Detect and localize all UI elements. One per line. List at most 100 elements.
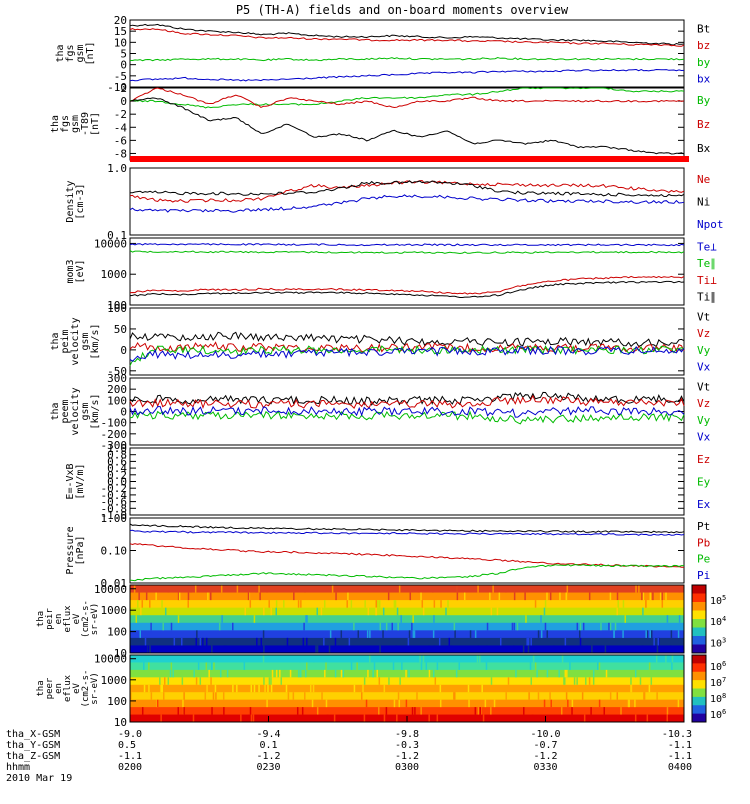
legend-entry: Vx: [697, 431, 711, 444]
spectrogram-streak: [393, 699, 396, 708]
spectrogram-streak: [170, 662, 173, 670]
spectrogram-streak: [428, 714, 430, 722]
spectrogram-streak: [405, 669, 407, 678]
spectrogram-streak: [529, 662, 532, 670]
y-axis-label-line: fgs: [60, 115, 71, 133]
y-tick-label: -0.2: [101, 482, 128, 495]
spectrogram-streak: [190, 585, 192, 593]
y-tick-label: 0: [120, 344, 127, 357]
spectrogram-streak: [515, 669, 517, 678]
spectrogram-streak: [665, 592, 667, 601]
spectrogram-streak: [271, 669, 274, 678]
spectrogram-streak: [565, 692, 568, 700]
spectrogram-streak: [385, 622, 388, 631]
y-tick-label: -10: [107, 81, 127, 94]
y-axis-label-line: -T89: [80, 112, 91, 136]
spectrogram-streak: [608, 622, 610, 631]
spectrogram-streak: [395, 645, 397, 653]
spectrogram-streak: [143, 662, 145, 670]
spectrogram-streak: [181, 677, 184, 685]
spectrogram-streak: [167, 585, 170, 593]
y-axis-label-line: [mV/m]: [75, 463, 86, 499]
spectrogram-band: [130, 707, 684, 716]
spectrogram-streak: [324, 669, 326, 678]
spectrogram-streak: [486, 622, 489, 631]
spectrogram-streak: [320, 607, 323, 616]
legend-entry: Te⊥: [697, 240, 717, 253]
spectrogram-streak: [433, 615, 435, 623]
spectrogram-band: [130, 637, 684, 646]
spectrogram-streak: [486, 645, 488, 653]
spectrogram-streak: [197, 662, 200, 670]
spectrogram-streak: [199, 677, 202, 685]
spectrogram-streak: [479, 707, 482, 715]
spectrogram-streak: [678, 615, 681, 623]
spectrogram-streak: [375, 600, 378, 608]
spectrogram-band: [130, 662, 684, 671]
y-axis-label-line: en: [54, 683, 64, 694]
colorbar-tick-label: 103: [710, 636, 726, 649]
spectrogram-streak: [669, 645, 672, 653]
spectrogram-streak: [253, 684, 256, 693]
spectrogram-streak: [448, 637, 451, 646]
colorbar-segment: [692, 688, 706, 698]
spectrogram-streak: [187, 592, 190, 601]
spectrogram-streak: [275, 669, 278, 678]
x-tick-label: 0400: [668, 762, 692, 773]
legend-entry: Te∥: [697, 257, 716, 270]
spectrogram-streak: [650, 677, 653, 685]
panel-2: 1.0 0.1 Density[cm-3] Ne Ni Npot: [65, 162, 724, 242]
spectrogram-streak: [537, 692, 540, 700]
spectrogram-streak: [194, 585, 197, 593]
spectrogram-streak: [316, 714, 318, 722]
spectrogram-streak: [378, 677, 381, 685]
spectrogram-streak: [266, 585, 268, 593]
spectrogram-streak: [285, 684, 288, 693]
spectrogram-streak: [173, 637, 176, 646]
legend-entry: Ez: [697, 453, 710, 466]
spectrogram-streak: [645, 600, 647, 608]
y-axis-label-line: [nPa]: [75, 535, 86, 565]
y-axis-label-line: eV: [72, 613, 82, 624]
spectrogram-streak: [363, 714, 366, 722]
spectrogram-streak: [617, 600, 619, 608]
spectrogram-streak: [613, 630, 615, 638]
spectrogram-streak: [260, 637, 263, 646]
spectrogram-streak: [405, 699, 408, 708]
legend-entry: Vx: [697, 361, 711, 374]
spectrogram-streak: [150, 692, 153, 700]
y-axis-label-line: Pressure: [65, 526, 76, 574]
spectrogram-streak: [531, 714, 534, 722]
colorbar-segment: [692, 696, 706, 706]
x-tick-label: 0330: [533, 762, 557, 773]
spectrogram-streak: [445, 607, 447, 616]
spectrogram-streak: [169, 669, 172, 678]
spectrogram-streak: [540, 615, 542, 623]
spectrogram-streak: [433, 669, 435, 678]
spectrogram-streak: [263, 677, 265, 685]
spectrogram-streak: [558, 669, 560, 678]
spectrogram-streak: [204, 692, 207, 700]
spectrogram-streak: [534, 662, 537, 670]
spectrogram-streak: [661, 585, 664, 593]
spectrogram-streak: [393, 600, 396, 608]
spectrogram-streak: [513, 622, 516, 631]
y-tick-label: 0.6: [107, 455, 127, 468]
spectrogram-streak: [312, 684, 315, 693]
legend-entry: bz: [697, 39, 710, 52]
x-row-label: tha_X-GSM: [6, 729, 60, 740]
spectrogram-streak: [609, 692, 612, 700]
series-line: [129, 250, 685, 255]
colorbar-segment: [692, 627, 706, 637]
spectrogram-streak: [182, 699, 184, 708]
legend-entry: Ex: [697, 498, 711, 511]
spectrogram-streak: [453, 692, 455, 700]
spectrogram-streak: [219, 669, 222, 678]
spectrogram-streak: [210, 662, 213, 670]
spectrogram-streak: [223, 645, 225, 653]
series-line: [129, 410, 685, 425]
spectrogram-streak: [428, 669, 431, 678]
y-axis-label: Pressure[nPa]: [65, 526, 86, 574]
spectrogram-streak: [316, 645, 319, 653]
